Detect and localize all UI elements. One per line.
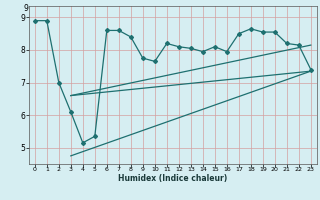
Text: 9: 9 [24, 4, 29, 13]
X-axis label: Humidex (Indice chaleur): Humidex (Indice chaleur) [118, 174, 228, 183]
